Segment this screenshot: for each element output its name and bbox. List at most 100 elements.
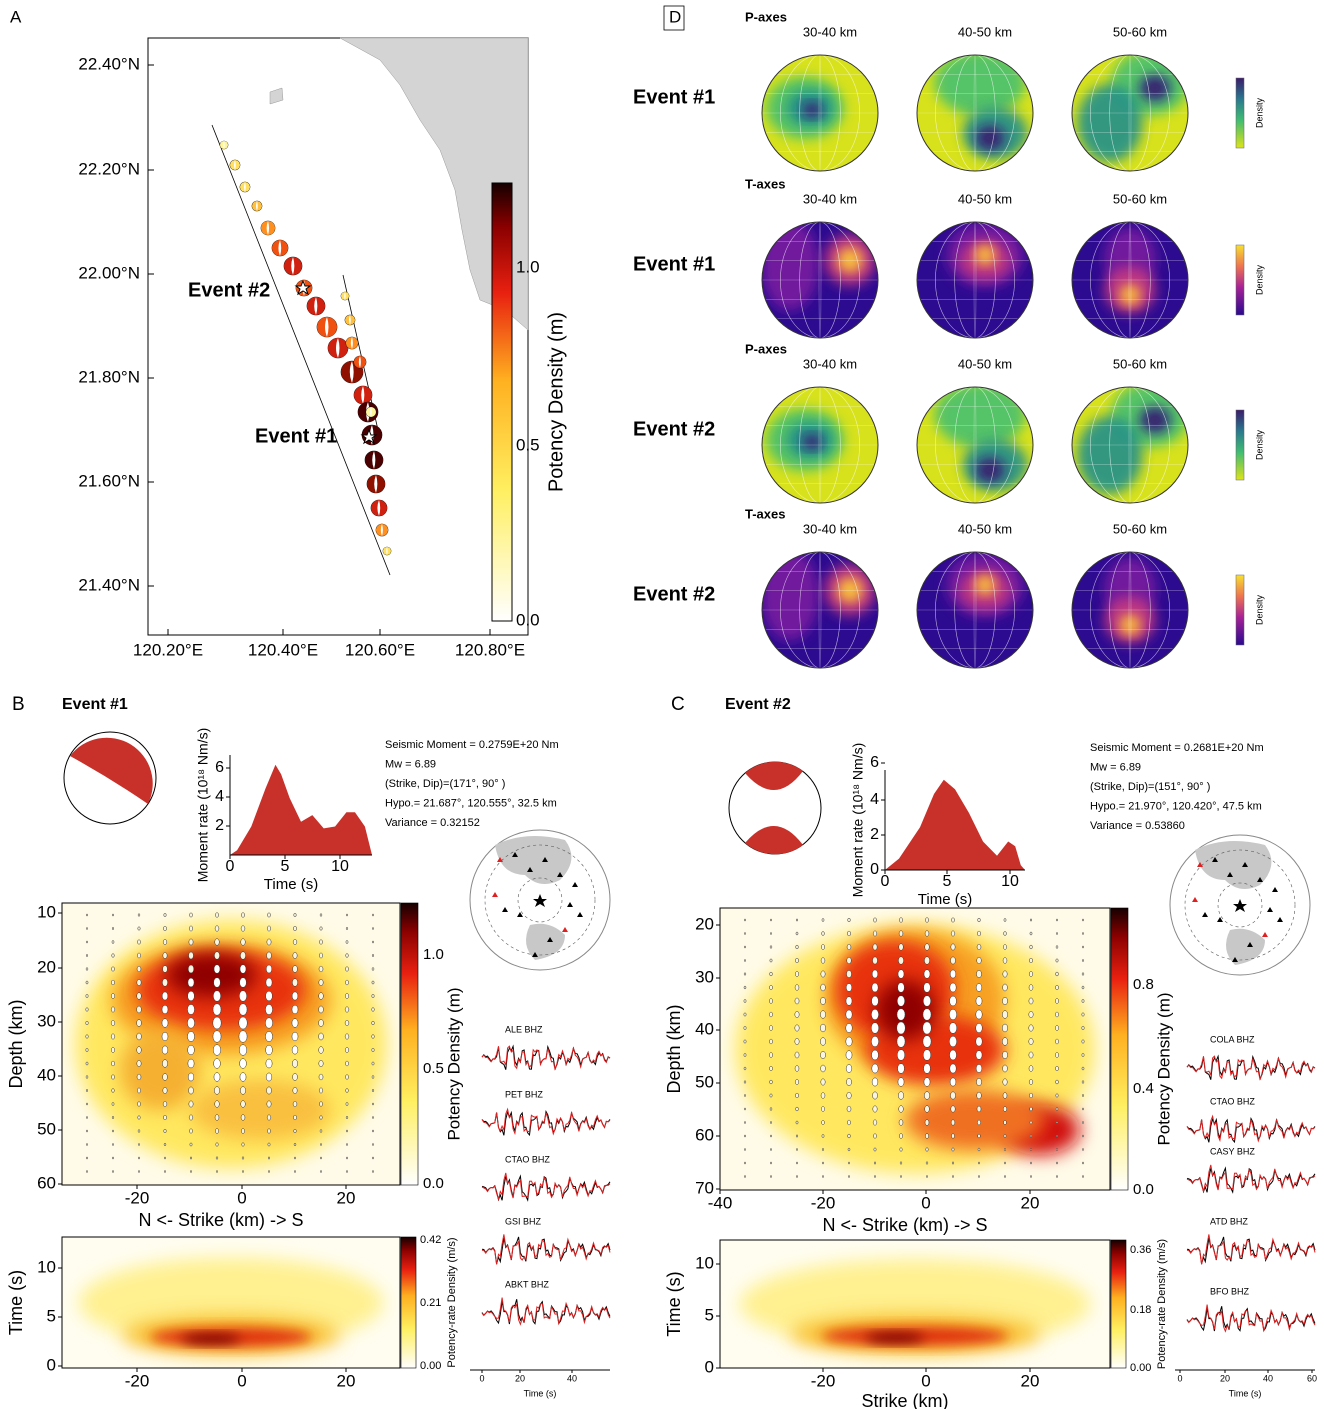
mechanism-glyph [923, 982, 931, 993]
mechanism-glyph [848, 1161, 850, 1165]
mechanism-glyph [897, 969, 905, 979]
mechanism-glyph [136, 1032, 142, 1041]
mechanism-glyph [794, 1065, 800, 1072]
mechanism-fill [284, 257, 293, 275]
mechanism-glyph [344, 1047, 350, 1053]
mechanism-glyph [922, 1035, 932, 1048]
station [492, 892, 498, 897]
mechanism-glyph [136, 1060, 142, 1067]
mechanism-fill [376, 475, 385, 493]
mechanism-glyph [1055, 985, 1059, 990]
mechanism-glyph [239, 990, 247, 1002]
mechanism-glyph [1002, 1064, 1008, 1073]
mechanism-glyph [1082, 945, 1084, 949]
mechanism-glyph [975, 1050, 983, 1060]
mechanism-glyph [214, 1114, 220, 1121]
mechanism-glyph [188, 1086, 194, 1095]
mechanism-fill [360, 356, 366, 368]
mechanism-glyph [345, 966, 349, 972]
mechanism-glyph [949, 995, 957, 1007]
depth-label: 50-60 km [1113, 521, 1167, 536]
mechanism-glyph [138, 1170, 140, 1173]
mechanism-glyph [345, 1102, 349, 1106]
mechanism-glyph [1028, 971, 1034, 977]
mechanism-glyph [212, 1044, 222, 1056]
stereonet-outline [1071, 54, 1189, 172]
mechanism-glyph [291, 1018, 299, 1028]
mechanism-fill [366, 407, 371, 417]
mechanism-glyph [240, 1086, 246, 1095]
colorbar-label: Density [1254, 264, 1264, 295]
mechanism-fill [280, 240, 288, 256]
mechanism-glyph [161, 1018, 169, 1028]
stereonet [1072, 552, 1188, 668]
grid-arc [780, 222, 860, 338]
station [547, 937, 553, 942]
grid-arc [973, 387, 977, 503]
depth-label: 50-60 km [1113, 191, 1167, 206]
mechanism-glyph [85, 1089, 89, 1092]
mechanism-glyph [320, 1170, 322, 1173]
mechanism-glyph [214, 938, 220, 946]
mechanism-glyph [744, 1121, 746, 1124]
mechanism-glyph [872, 1105, 878, 1113]
mechanism-glyph [1028, 1011, 1034, 1018]
mechanism-glyph [188, 1114, 194, 1121]
mechanism-glyph [1081, 1066, 1085, 1071]
mechanism-glyph [743, 1039, 747, 1044]
mechanism-glyph [293, 1142, 297, 1147]
station [1272, 887, 1278, 892]
mechanism-glyph [872, 1119, 878, 1126]
mechanism-glyph [795, 1120, 799, 1125]
stereonet-outline [761, 386, 879, 504]
info-text: Variance = 0.32152 [385, 817, 480, 829]
mechanism-glyph [845, 1050, 853, 1060]
mechanism-glyph [372, 1170, 374, 1173]
x-tick-label: 20 [1220, 1373, 1230, 1383]
event-label: Event #2 [633, 418, 715, 440]
colorbar [1235, 409, 1245, 481]
mechanism-glyph [1029, 1092, 1033, 1099]
mechanism-glyph [846, 1078, 852, 1086]
mechanism-glyph [267, 912, 271, 918]
y-tick-label: 0 [870, 861, 879, 878]
mechanism-glyph [162, 1073, 168, 1081]
station [1202, 912, 1208, 917]
mechanism-glyph [949, 1063, 957, 1074]
colorbar-label: Density [1254, 429, 1264, 460]
y-tick-label: 5 [47, 1306, 56, 1325]
depth-label: 30-40 km [803, 191, 857, 206]
grid-arc [1109, 55, 1151, 171]
mechanism-fill [346, 337, 352, 349]
mechanism-glyph [744, 1094, 746, 1097]
mechanism-glyph [163, 913, 167, 917]
mechanism-glyph [872, 1091, 878, 1100]
mechanism-glyph [111, 966, 115, 972]
mechanism-glyph [85, 1061, 89, 1066]
mechanism-glyph [951, 917, 955, 923]
mechanism-fill [371, 500, 379, 516]
density-blob [978, 460, 1002, 480]
panel-a: A 22.40°N 22.20°N 22.00°N 21.80°N 21.60°N 21.4… [10, 7, 567, 659]
mechanism-glyph [162, 1087, 168, 1094]
x-axis-label: Strike (km) [862, 1391, 949, 1409]
x-tick-label: 5 [281, 858, 290, 875]
mechanism-glyph [136, 1005, 142, 1014]
grid-arc [1109, 222, 1151, 338]
mechanism-glyph [372, 1116, 374, 1119]
mechanism-glyph [769, 1066, 773, 1071]
mechanism-glyph [1055, 1066, 1059, 1071]
mechanism-glyph [318, 1073, 324, 1081]
mechanism-glyph [372, 1102, 374, 1106]
mechanism-glyph [950, 1091, 956, 1100]
x-tick-label: 20 [1021, 1371, 1040, 1390]
mechanism-fill [352, 337, 358, 349]
mechanism-glyph [242, 1170, 244, 1173]
mechanism-glyph [822, 1161, 824, 1165]
mechanism-glyph [318, 979, 324, 986]
colorbar-tick-label: 0.0 [516, 610, 540, 629]
island [269, 87, 284, 105]
mechanism-glyph [874, 1175, 876, 1178]
